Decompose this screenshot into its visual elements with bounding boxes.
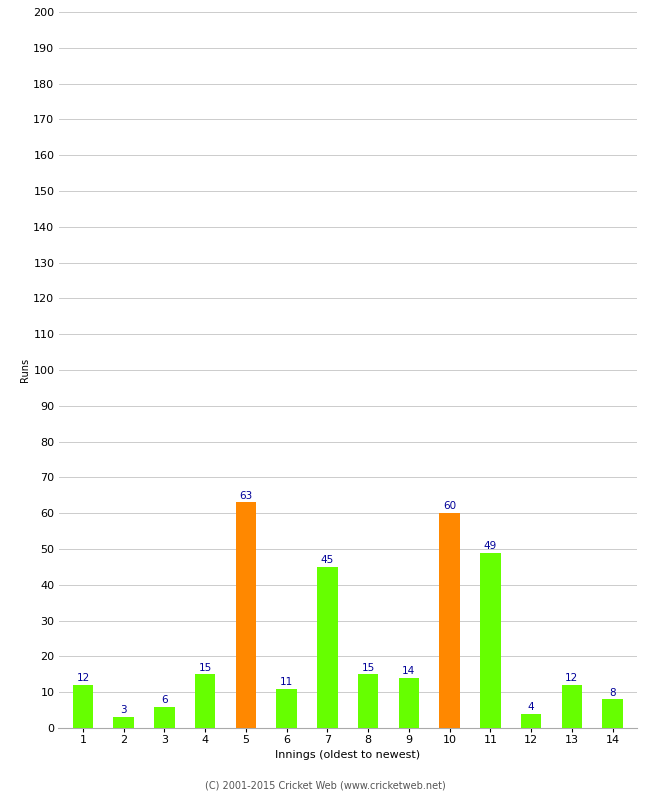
Bar xyxy=(154,706,175,728)
Bar xyxy=(439,514,460,728)
Bar xyxy=(317,567,337,728)
Text: 49: 49 xyxy=(484,541,497,550)
Text: 15: 15 xyxy=(198,662,212,673)
Text: 4: 4 xyxy=(528,702,534,712)
Bar xyxy=(236,502,256,728)
Bar xyxy=(276,689,297,728)
Bar xyxy=(358,674,378,728)
Text: 8: 8 xyxy=(609,687,616,698)
X-axis label: Innings (oldest to newest): Innings (oldest to newest) xyxy=(275,750,421,761)
Text: 12: 12 xyxy=(566,674,578,683)
Text: 60: 60 xyxy=(443,502,456,511)
Text: (C) 2001-2015 Cricket Web (www.cricketweb.net): (C) 2001-2015 Cricket Web (www.cricketwe… xyxy=(205,781,445,790)
Bar xyxy=(562,685,582,728)
Bar xyxy=(398,678,419,728)
Text: 3: 3 xyxy=(120,706,127,715)
Text: 11: 11 xyxy=(280,677,293,687)
Bar xyxy=(521,714,541,728)
Text: 45: 45 xyxy=(320,555,334,565)
Bar xyxy=(114,718,134,728)
Bar xyxy=(195,674,215,728)
Text: 6: 6 xyxy=(161,694,168,705)
Text: 15: 15 xyxy=(361,662,375,673)
Y-axis label: Runs: Runs xyxy=(20,358,31,382)
Bar xyxy=(603,699,623,728)
Text: 12: 12 xyxy=(76,674,90,683)
Bar xyxy=(73,685,93,728)
Text: 63: 63 xyxy=(239,490,253,501)
Bar xyxy=(480,553,500,728)
Text: 14: 14 xyxy=(402,666,415,676)
